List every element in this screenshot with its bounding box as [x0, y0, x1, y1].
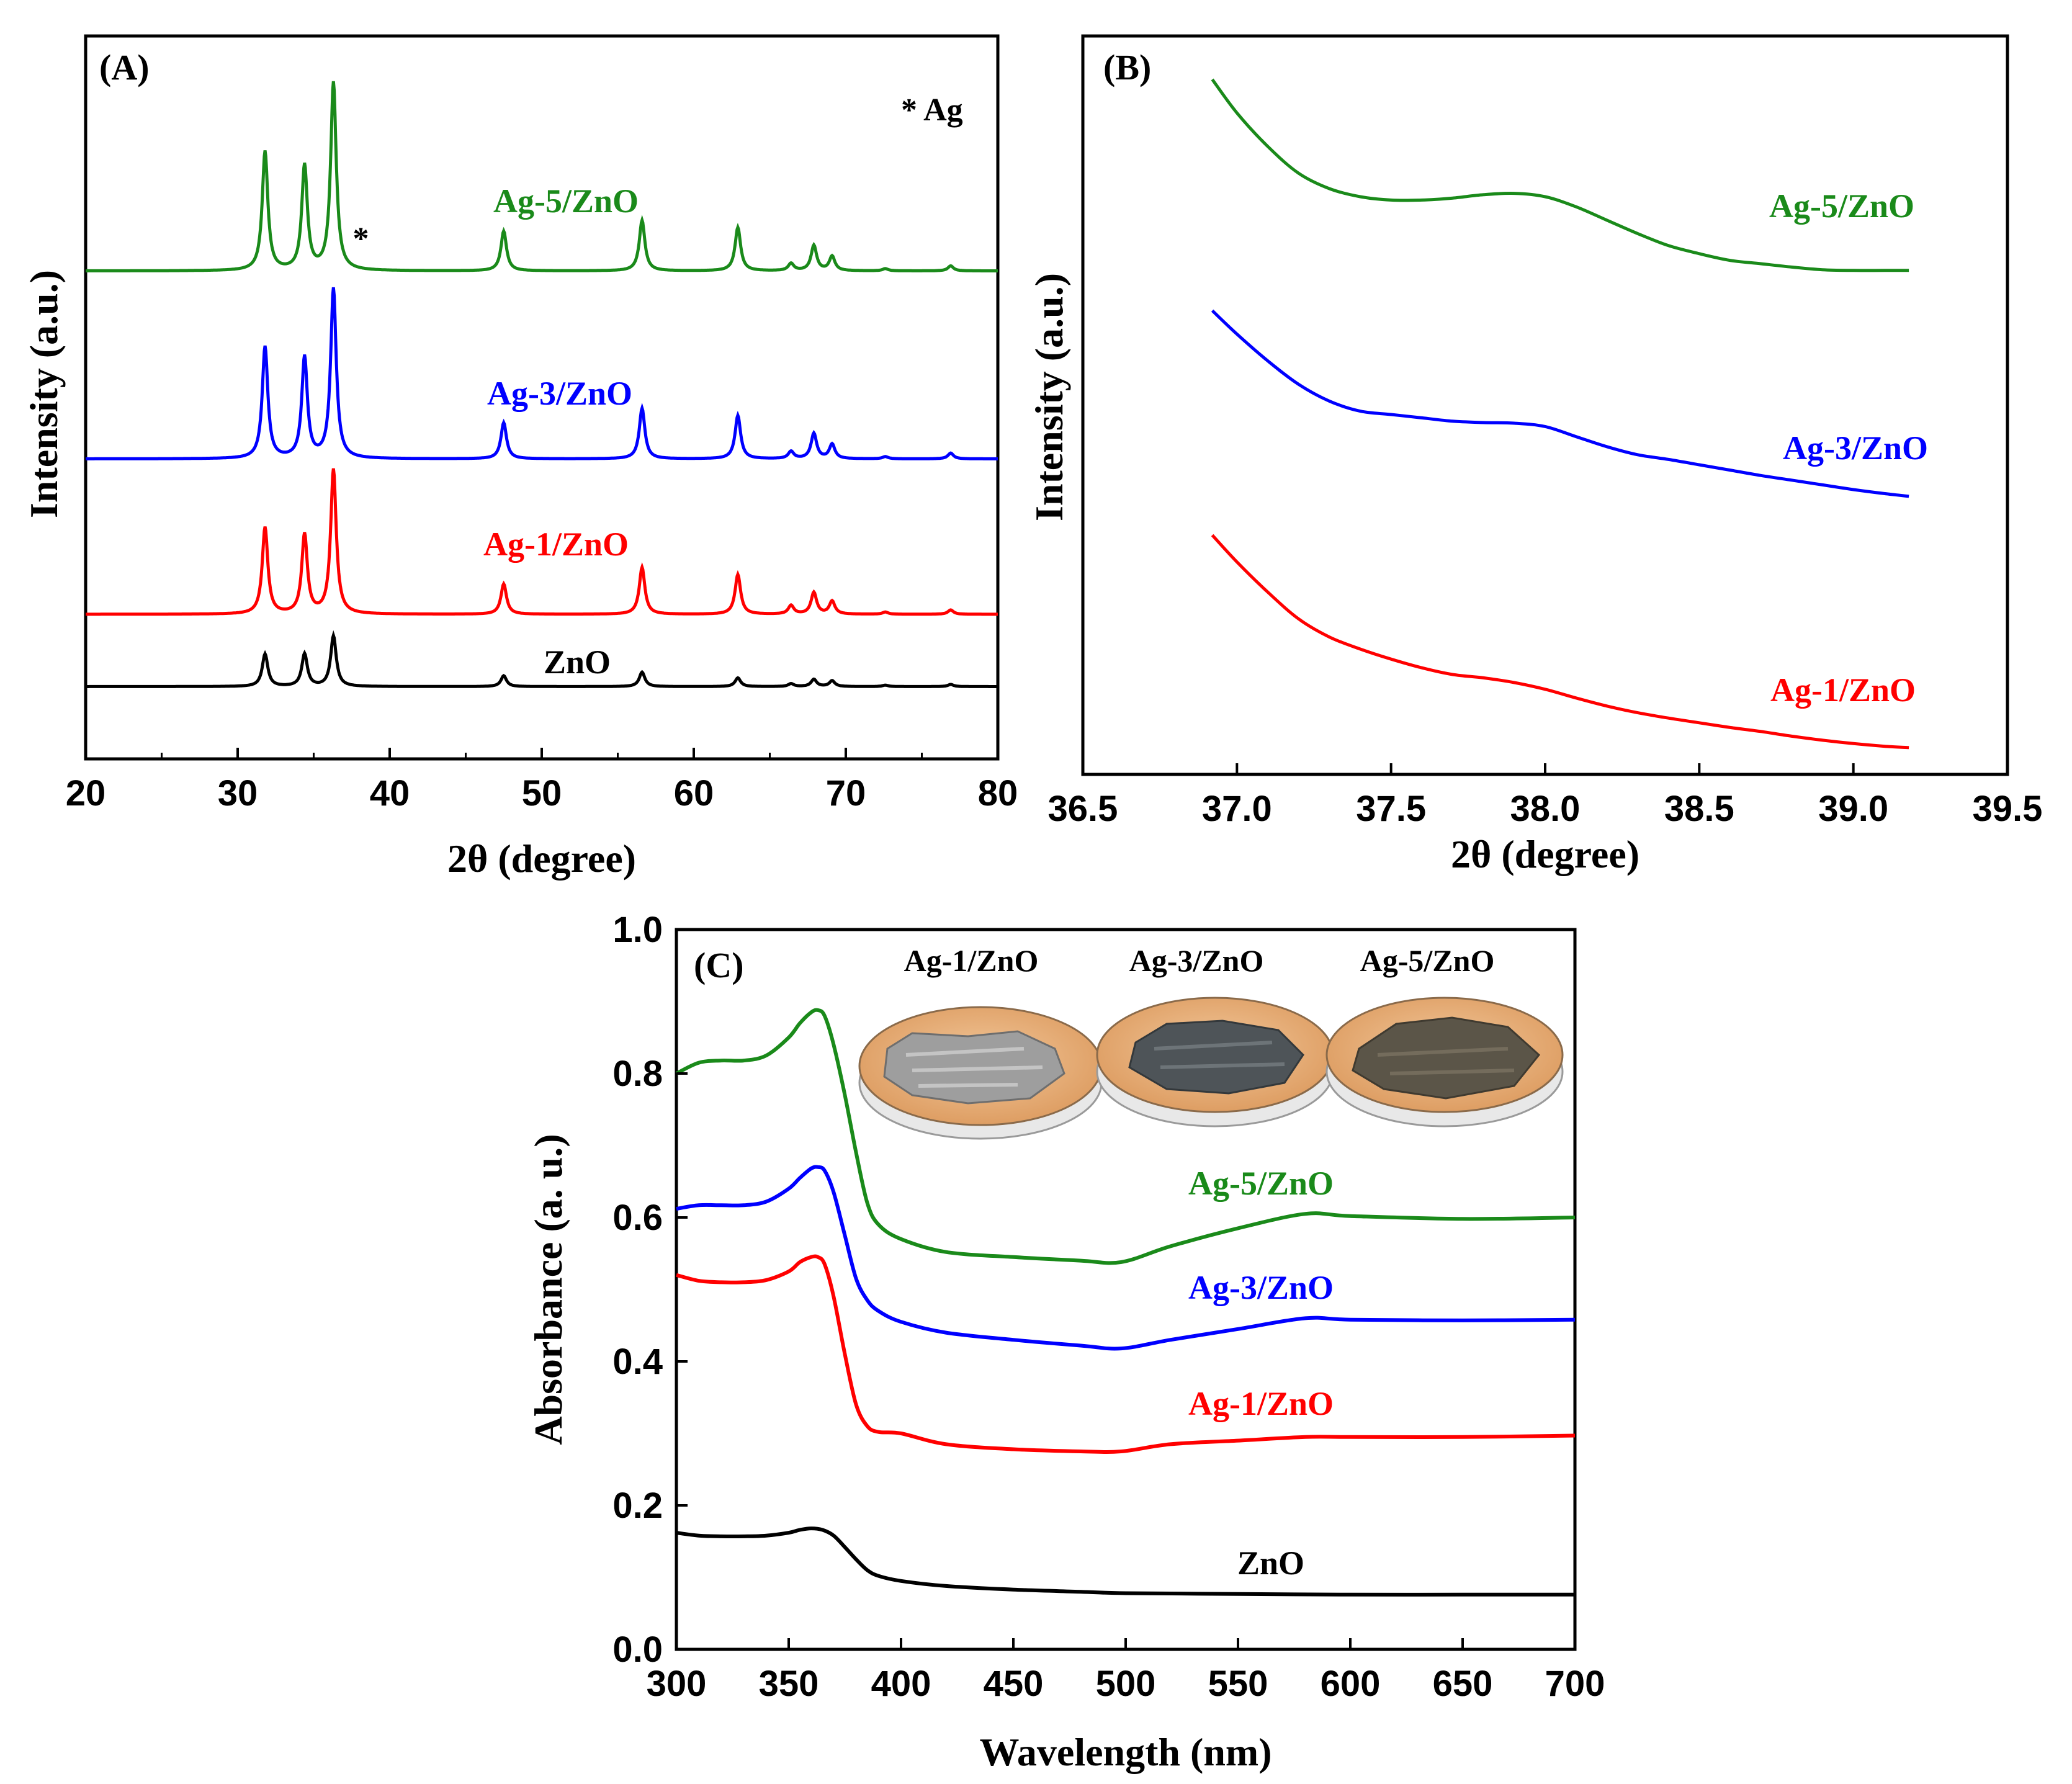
label-c-zno: ZnO — [1237, 1544, 1304, 1582]
label-a-ag1: Ag-1/ZnO — [483, 526, 629, 563]
label-c-ag5: Ag-5/ZnO — [1188, 1165, 1334, 1202]
panel-a-series-labels: Ag-5/ZnO Ag-3/ZnO Ag-1/ZnO ZnO — [483, 182, 639, 681]
panel-b-series-labels: Ag-5/ZnO Ag-3/ZnO Ag-1/ZnO — [1769, 187, 1928, 709]
panel-a-label: (A) — [99, 47, 150, 87]
label-b-ag3: Ag-3/ZnO — [1783, 429, 1928, 467]
b-xtick-label-6: 39.5 — [1973, 789, 2043, 829]
panel-b-series — [1211, 78, 1909, 750]
c-ytick-label-0: 0.0 — [612, 1629, 663, 1670]
panel-b-label: (B) — [1103, 47, 1151, 87]
petri-dish-ag3 — [1096, 997, 1334, 1127]
label-b-ag5: Ag-5/ZnO — [1769, 187, 1914, 225]
panel-b-x-title: 2θ (degree) — [1451, 832, 1639, 876]
c-ytick-label-4: 0.8 — [612, 1054, 663, 1094]
c-ytick-label-3: 0.6 — [612, 1198, 663, 1238]
b-xtick-label-2: 37.5 — [1356, 789, 1426, 829]
a-xtick-label-4: 60 — [674, 773, 714, 814]
label-c-ag3: Ag-3/ZnO — [1188, 1269, 1334, 1306]
panel-c: (C) 300 350 400 450 500 550 600 650 700 0.00.20.… — [526, 910, 1605, 1774]
label-b-ag1: Ag-1/ZnO — [1770, 671, 1916, 709]
c-xtick-label-1: 350 — [759, 1664, 819, 1704]
c-ytick-label-2: 0.4 — [612, 1342, 663, 1382]
a-xtick-label-6: 80 — [978, 773, 1018, 814]
panel-c-y-ticks: 0.0 0.2 0.4 0.6 0.8 1.0 — [612, 910, 688, 1670]
inset-label-ag3: Ag-3/ZnO — [1129, 943, 1264, 978]
c-ytick-label-5: 1.0 — [612, 910, 663, 950]
panel-c-series — [675, 1008, 1576, 1597]
series-line-a-0 — [86, 630, 998, 688]
label-a-ag3: Ag-3/ZnO — [487, 375, 632, 412]
panel-a-y-title: Intensity (a.u.) — [22, 270, 66, 518]
label-a-zno: ZnO — [544, 643, 611, 681]
a-xtick-label-3: 50 — [522, 773, 562, 814]
b-xtick-label-0: 36.5 — [1048, 789, 1118, 829]
ag-annotation: * Ag — [901, 92, 963, 128]
a-xtick-label-2: 40 — [370, 773, 410, 814]
panel-b-x-ticks: 36.5 37.0 37.5 38.0 38.5 39.0 39.5 — [1048, 763, 2043, 829]
panel-c-label: (C) — [694, 945, 744, 985]
c-xtick-label-8: 700 — [1545, 1664, 1605, 1704]
c-xtick-label-0: 300 — [647, 1664, 707, 1704]
c-xtick-label-2: 400 — [871, 1664, 931, 1704]
c-ytick-label-1: 0.2 — [612, 1486, 663, 1526]
panel-c-x-title: Wavelength (nm) — [979, 1730, 1271, 1774]
petri-dish-ag5 — [1325, 997, 1564, 1127]
a-xtick-label-0: 20 — [66, 773, 106, 814]
series-line-a-2 — [86, 287, 998, 460]
panel-b-frame — [1081, 34, 2009, 776]
series-line-a-1 — [86, 468, 998, 616]
series-line-c-0 — [675, 1008, 1576, 1265]
inset-label-ag1: Ag-1/ZnO — [904, 943, 1039, 978]
label-a-ag5: Ag-5/ZnO — [493, 182, 639, 220]
series-line-b-0 — [1211, 78, 1909, 272]
c-xtick-label-5: 550 — [1208, 1664, 1268, 1704]
b-xtick-label-5: 39.0 — [1818, 789, 1888, 829]
panel-a-x-ticks: 20 30 40 50 60 70 80 — [66, 748, 1018, 814]
series-line-c-1 — [676, 1165, 1576, 1351]
series-line-b-2 — [1211, 534, 1909, 750]
series-line-c-2 — [676, 1254, 1576, 1454]
a-xtick-label-1: 30 — [218, 773, 258, 814]
c-xtick-label-6: 600 — [1321, 1664, 1381, 1704]
series-line-b-1 — [1211, 309, 1909, 498]
petri-dish-ag1 — [858, 1006, 1103, 1140]
label-c-ag1: Ag-1/ZnO — [1188, 1385, 1334, 1422]
c-xtick-label-3: 450 — [984, 1664, 1044, 1704]
panel-b-y-title: Intensity (a.u.) — [1027, 273, 1071, 521]
ag-peak-marker: * — [352, 222, 369, 257]
b-xtick-label-1: 37.0 — [1202, 789, 1272, 829]
panel-a-x-title: 2θ (degree) — [447, 836, 636, 881]
series-line-a-3 — [86, 81, 998, 272]
sample-photos-inset: Ag-1/ZnO Ag-3/ZnO Ag-5/ZnO — [858, 943, 1564, 1140]
panel-b: (B) 36.5 37.0 37.5 38.0 38.5 39.0 39.5 2θ (deg… — [1027, 34, 2043, 876]
panel-a: (A) * Ag * 20 30 40 50 60 70 80 2θ (degree) In… — [22, 34, 1018, 881]
a-xtick-label-5: 70 — [826, 773, 866, 814]
panel-c-x-ticks: 300 350 400 450 500 550 600 650 700 — [647, 1638, 1605, 1704]
series-line-c-3 — [676, 1526, 1575, 1597]
panel-a-series: * — [86, 81, 998, 688]
c-xtick-label-4: 500 — [1096, 1664, 1156, 1704]
b-xtick-label-4: 38.5 — [1664, 789, 1734, 829]
inset-label-ag5: Ag-5/ZnO — [1360, 943, 1495, 978]
panel-c-series-labels: Ag-5/ZnO Ag-3/ZnO Ag-1/ZnO ZnO — [1188, 1165, 1334, 1582]
c-xtick-label-7: 650 — [1433, 1664, 1493, 1704]
b-xtick-label-3: 38.0 — [1510, 789, 1581, 829]
panel-c-y-title: Absorbance (a. u.) — [526, 1134, 570, 1445]
